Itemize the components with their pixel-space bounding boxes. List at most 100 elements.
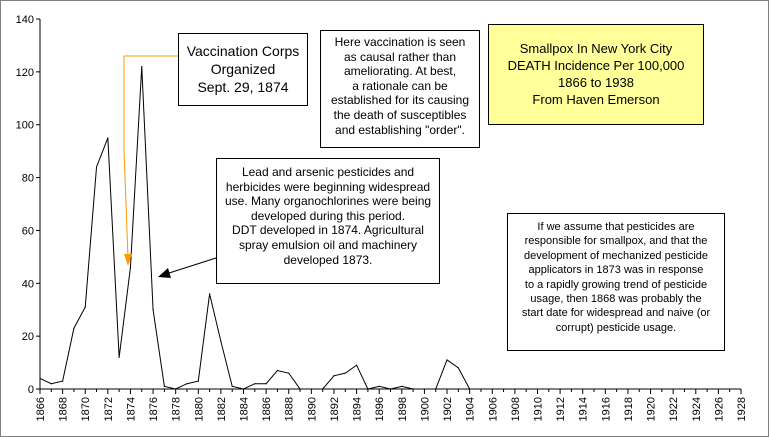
title-line-2: DEATH Incidence Per 100,000	[507, 58, 685, 73]
y-tick-label: 140	[16, 14, 34, 26]
data-point	[265, 383, 267, 385]
x-tick-label: 1900	[419, 397, 431, 421]
vacc-line-4: a rationale can be	[352, 78, 448, 93]
pesticides-arrowhead	[158, 268, 171, 278]
y-tick-label: 120	[16, 67, 34, 79]
data-point	[50, 383, 52, 385]
x-tick-label: 1866	[35, 397, 47, 421]
assume-line-2: responsible for smallpox, and that the	[524, 235, 708, 248]
pesticides-arrow-line	[165, 257, 217, 275]
vacc-line-2: as causal rather than	[343, 49, 457, 64]
vacc-line-1: Here vaccination is seen	[334, 35, 466, 49]
vaccination-causal-annotation: Here vaccination is seen as causal rathe…	[320, 30, 480, 148]
assume-line-4: applicators in 1873 was in response	[528, 264, 704, 277]
x-axis-ticks: 1866 1868 1870 1872 1874 1876 1878 1880 1882 1884…	[35, 389, 748, 421]
corps-arrow-line	[123, 55, 178, 259]
data-point	[469, 388, 471, 390]
pest-line-4: developed during this period.	[250, 208, 406, 223]
x-tick-label: 1868	[58, 397, 70, 421]
data-point	[118, 356, 120, 358]
data-point	[288, 372, 290, 374]
data-point	[197, 380, 199, 382]
assume-line-6: usage, then 1868 was probably the	[530, 293, 702, 306]
title-line-3: 1866 to 1938	[558, 75, 634, 90]
data-point	[39, 377, 41, 380]
y-tick-label: 0	[28, 384, 34, 396]
vacc-line-6: the death of susceptibles	[333, 107, 467, 122]
pest-line-5: DDT developed in 1874. Agricultural	[232, 223, 424, 238]
assume-line-8: corrupt) pesticide usage.	[555, 321, 677, 334]
x-tick-label: 1922	[668, 397, 680, 421]
x-tick-label: 1898	[397, 397, 409, 421]
chart-title-box: Smallpox In New York City DEATH Incidenc…	[488, 24, 704, 125]
data-point	[152, 309, 154, 311]
data-point	[141, 65, 143, 68]
data-point	[129, 266, 132, 269]
data-point	[242, 388, 245, 390]
x-tick-label: 1892	[329, 397, 341, 421]
vacc-line-7: and establishing "order".	[335, 122, 465, 137]
pest-line-7: developed 1873.	[283, 252, 373, 267]
x-tick-label: 1888	[284, 397, 296, 421]
data-point	[220, 340, 222, 343]
assume-line-3: development of mechanized pesticide	[523, 249, 709, 262]
y-tick-label: 60	[22, 225, 34, 237]
assumption-annotation: If we assume that pesticides are respons…	[507, 213, 725, 351]
x-tick-label: 1878	[171, 397, 183, 421]
x-tick-label: 1914	[578, 397, 590, 421]
data-point	[276, 369, 279, 372]
x-tick-label: 1908	[510, 397, 522, 421]
x-tick-label: 1906	[487, 397, 499, 421]
vacc-line-3: ameliorating. At best,	[343, 64, 457, 79]
x-tick-label: 1890	[306, 397, 318, 421]
x-tick-label: 1882	[216, 397, 228, 421]
y-tick-label: 20	[22, 331, 34, 343]
data-point	[310, 388, 312, 390]
pest-line-2: herbicides were beginning widespread	[225, 179, 431, 194]
x-tick-label: 1902	[442, 397, 454, 421]
title-line-4: From Haven Emerson	[532, 92, 660, 107]
data-point	[175, 388, 177, 390]
data-point	[412, 388, 414, 390]
corps-line-2: Organized	[210, 61, 276, 77]
y-tick-label: 40	[22, 278, 34, 290]
data-point	[62, 380, 64, 382]
corps-arrowhead	[124, 254, 132, 266]
vacc-line-5: established for its causing	[330, 93, 470, 108]
x-tick-label: 1874	[125, 397, 137, 421]
assume-line-7: start date for widespread and naive (or	[521, 307, 711, 320]
vaccination-corps-annotation: Vaccination Corps Organized Sept. 29, 18…	[178, 33, 308, 106]
data-point	[95, 166, 98, 168]
x-tick-label: 1926	[713, 397, 725, 421]
x-tick-label: 1910	[532, 397, 544, 421]
data-point	[186, 383, 188, 385]
data-point	[107, 137, 109, 139]
y-tick-label: 100	[16, 120, 34, 132]
x-tick-label: 1870	[80, 397, 92, 421]
series-group	[39, 65, 471, 390]
pesticides-annotation: Lead and arsenic pesticides and herbicid…	[216, 158, 440, 284]
data-point	[457, 367, 459, 369]
assume-line-1: If we assume that pesticides are	[537, 221, 695, 233]
x-tick-label: 1884	[239, 397, 251, 421]
y-axis-ticks: 0 20 40 60 80 100 120 140	[16, 14, 40, 396]
pest-line-1: Lead and arsenic pesticides and	[241, 165, 415, 179]
data-point	[389, 388, 392, 390]
assume-line-5: to a rapidly growing trend of pesticide	[524, 278, 708, 291]
data-point	[446, 359, 448, 361]
data-point	[344, 372, 346, 374]
corps-line-1: Vaccination Corps	[186, 43, 300, 59]
data-point	[322, 388, 324, 390]
x-tick-label: 1896	[374, 397, 386, 421]
x-tick-label: 1916	[600, 397, 612, 421]
data-point	[423, 388, 426, 390]
x-tick-label: 1876	[148, 397, 160, 421]
annotation-arrows	[123, 55, 217, 278]
data-point	[254, 383, 256, 385]
data-point	[231, 385, 233, 387]
x-tick-label: 1886	[261, 397, 273, 421]
data-point	[208, 293, 211, 295]
x-tick-label: 1928	[736, 397, 748, 421]
y-tick-label: 80	[22, 173, 34, 185]
